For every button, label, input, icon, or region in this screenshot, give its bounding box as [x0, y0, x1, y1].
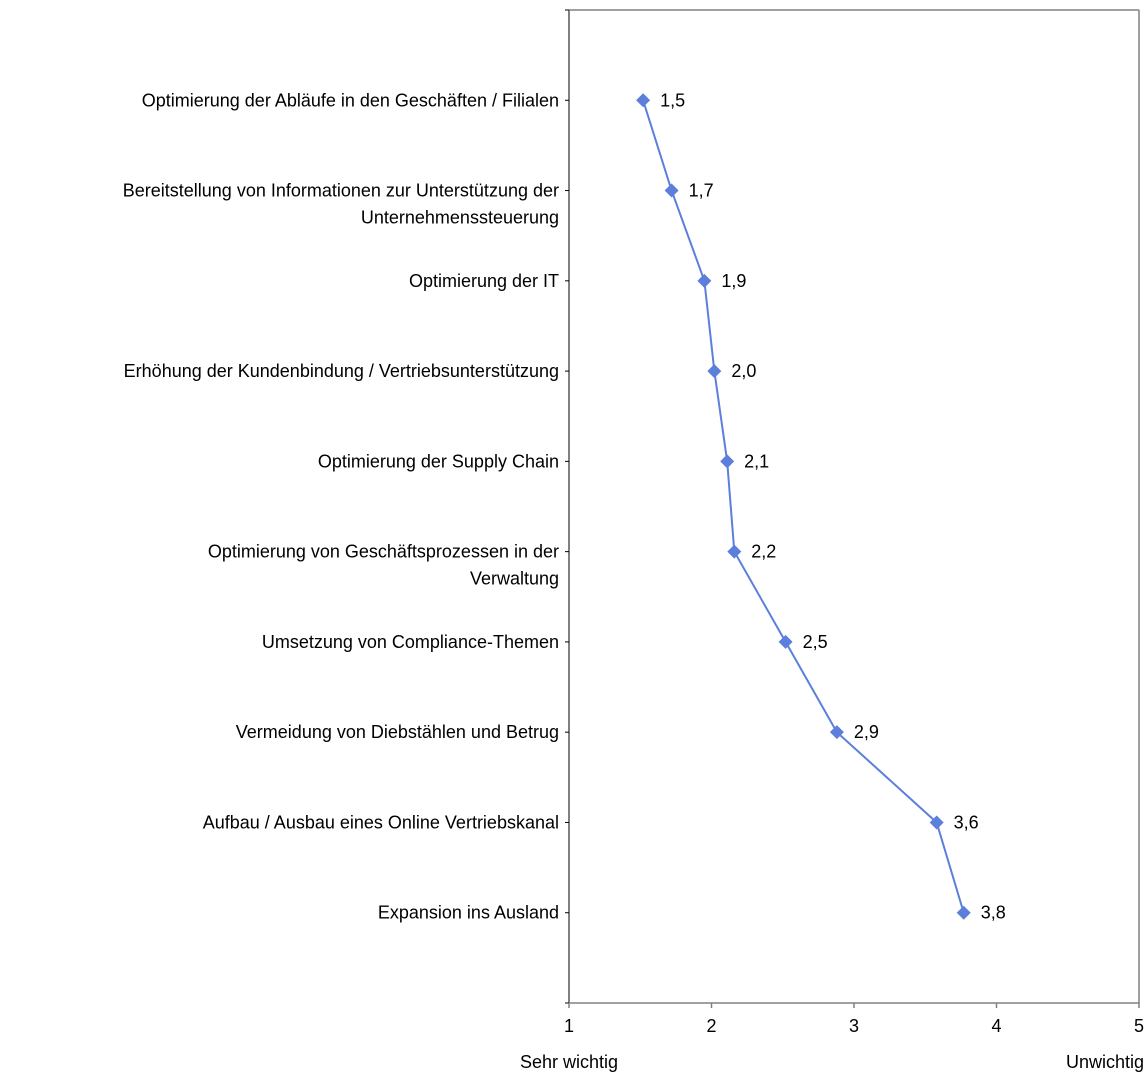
- data-value-label: 2,5: [803, 632, 828, 652]
- category-label: Aufbau / Ausbau eines Online Vertriebska…: [203, 812, 559, 832]
- category-label: Optimierung der Abläufe in den Geschäfte…: [142, 90, 559, 110]
- data-value-label: 1,7: [689, 181, 714, 201]
- data-point-marker: [929, 815, 944, 830]
- data-point-marker: [720, 454, 735, 469]
- series-line: [642, 99, 965, 914]
- x-tick-label: 2: [706, 1016, 716, 1036]
- plot-area: [565, 9, 1140, 1004]
- x-axis-left-label: Sehr wichtig: [520, 1052, 618, 1072]
- category-label-line: Verwaltung: [470, 569, 559, 589]
- data-value-label: 2,2: [751, 542, 776, 562]
- data-point-marker: [707, 364, 722, 379]
- category-label: Vermeidung von Diebstählen und Betrug: [236, 722, 559, 742]
- data-value-label: 1,9: [721, 271, 746, 291]
- category-label: Expansion ins Ausland: [378, 903, 559, 923]
- data-point-marker: [727, 544, 742, 559]
- category-label: Optimierung der IT: [409, 271, 559, 291]
- category-label: Bereitstellung von Informationen zur Unt…: [123, 181, 559, 228]
- x-tick-label: 3: [849, 1016, 859, 1036]
- data-value-label: 2,0: [731, 361, 756, 381]
- category-labels: Optimierung der Abläufe in den Geschäfte…: [123, 90, 559, 922]
- data-value-label: 3,8: [981, 903, 1006, 923]
- data-point-marker: [956, 905, 971, 920]
- x-tick-label: 4: [991, 1016, 1001, 1036]
- data-series: 1,5 1,7 1,9 2,0 2,1 2,2 2,5 2,9 3,6 3,8: [636, 90, 1006, 923]
- category-label-line: Bereitstellung von Informationen zur Unt…: [123, 181, 559, 201]
- category-label: Erhöhung der Kundenbindung / Vertriebsun…: [124, 361, 559, 381]
- data-point-marker: [778, 634, 793, 649]
- data-point-marker: [829, 725, 844, 740]
- category-label: Optimierung der Supply Chain: [318, 451, 559, 471]
- data-value-label: 1,5: [660, 90, 685, 110]
- data-point-marker: [664, 183, 679, 198]
- category-label-line: Optimierung von Geschäftsprozessen in de…: [208, 542, 559, 562]
- x-axis: 1 2 3 4 5 Sehr wichtig Unwichtig: [520, 1003, 1144, 1072]
- data-point-marker: [636, 93, 651, 108]
- category-label: Optimierung von Geschäftsprozessen in de…: [208, 542, 559, 589]
- x-tick-label: 1: [564, 1016, 574, 1036]
- x-axis-right-label: Unwichtig: [1066, 1052, 1144, 1072]
- data-value-label: 3,6: [954, 812, 979, 832]
- data-value-label: 2,1: [744, 451, 769, 471]
- category-label-line: Unternehmenssteuerung: [361, 208, 559, 228]
- category-label: Umsetzung von Compliance-Themen: [262, 632, 559, 652]
- data-point-marker: [697, 273, 712, 288]
- x-tick-label: 5: [1134, 1016, 1144, 1036]
- data-value-label: 2,9: [854, 722, 879, 742]
